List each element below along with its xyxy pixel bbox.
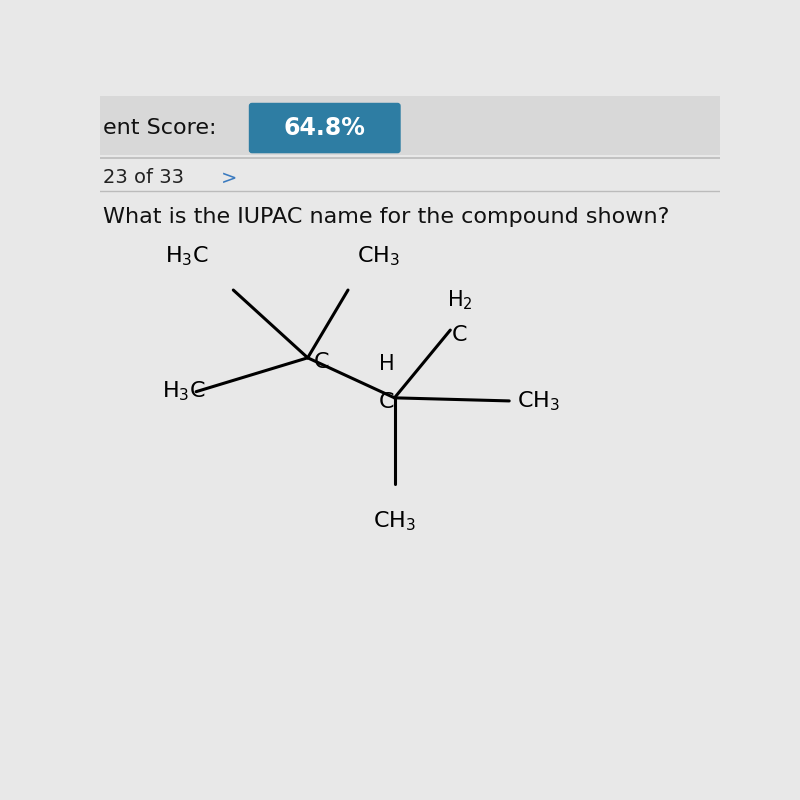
Text: 64.8%: 64.8% [283, 116, 366, 140]
Text: CH$_3$: CH$_3$ [517, 389, 560, 413]
FancyBboxPatch shape [100, 96, 720, 154]
FancyBboxPatch shape [249, 102, 401, 154]
Text: C: C [314, 352, 330, 372]
Text: H$_2$: H$_2$ [446, 288, 473, 311]
Text: ent Score:: ent Score: [103, 118, 217, 138]
Text: H$_3$C: H$_3$C [162, 380, 206, 403]
Text: CH$_3$: CH$_3$ [358, 245, 400, 269]
Text: 23 of 33: 23 of 33 [103, 169, 184, 187]
Text: What is the IUPAC name for the compound shown?: What is the IUPAC name for the compound … [103, 207, 670, 227]
Text: C: C [378, 392, 394, 412]
Text: H: H [378, 354, 394, 374]
Text: >: > [221, 169, 238, 187]
Text: C: C [452, 325, 467, 345]
Text: CH$_3$: CH$_3$ [373, 510, 416, 533]
Text: H$_3$C: H$_3$C [165, 245, 209, 269]
